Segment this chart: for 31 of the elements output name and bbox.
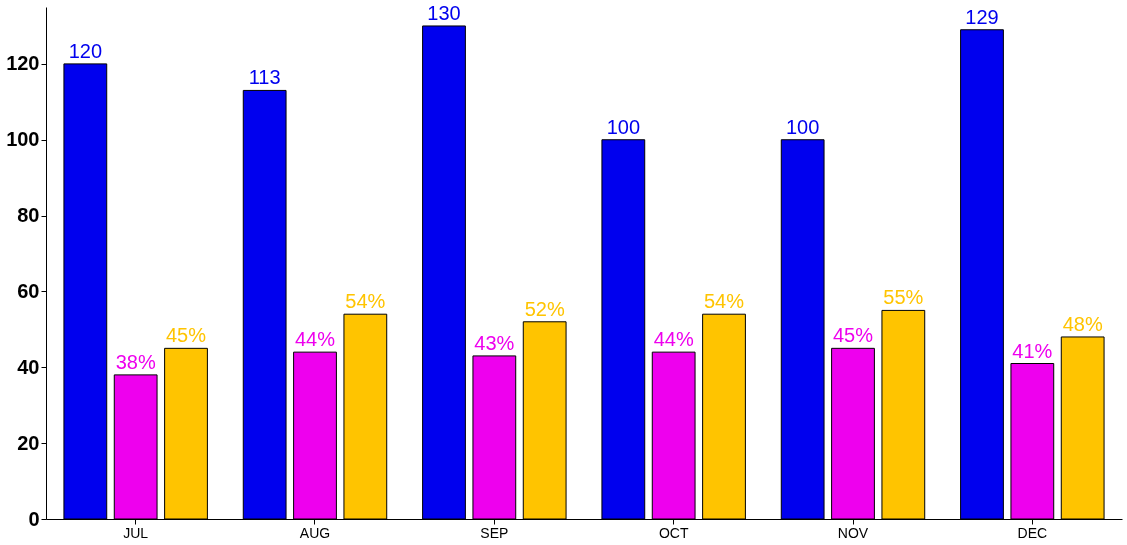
y-tick-label: 60 [17, 279, 40, 302]
data-label: 100 [785, 115, 820, 138]
data-label: 38% [115, 350, 156, 373]
x-tick-label: DEC [1017, 524, 1048, 541]
data-label: 120 [68, 39, 103, 62]
y-tick-label: 100 [6, 128, 40, 151]
x-tick-label: JUL [123, 524, 149, 541]
x-tick-label: OCT [658, 524, 689, 541]
y-tick-label: 0 [28, 507, 40, 530]
data-label: 55% [883, 286, 924, 309]
data-label: 45% [165, 324, 207, 347]
data-label: 52% [524, 297, 565, 320]
data-label: 100 [606, 115, 641, 138]
data-label: 48% [1062, 312, 1103, 335]
x-tick-label: AUG [299, 524, 331, 541]
data-label: 41% [1012, 339, 1053, 362]
data-label: 44% [294, 328, 336, 351]
data-label: 130 [427, 1, 461, 24]
x-tick-label: SEP [480, 524, 509, 541]
data-label: 44% [653, 328, 694, 351]
data-label: 43% [474, 331, 515, 354]
y-tick-label: 80 [17, 204, 40, 227]
y-tick-label: 40 [17, 355, 40, 378]
data-label: 54% [703, 290, 745, 313]
data-label: 45% [832, 324, 874, 347]
x-tick-label: NOV [837, 524, 869, 541]
y-tick-label: 120 [6, 52, 40, 75]
y-tick-label: 20 [17, 431, 40, 454]
data-label: 129 [965, 5, 999, 28]
data-label: 54% [345, 290, 386, 313]
data-label: 113 [248, 66, 281, 89]
